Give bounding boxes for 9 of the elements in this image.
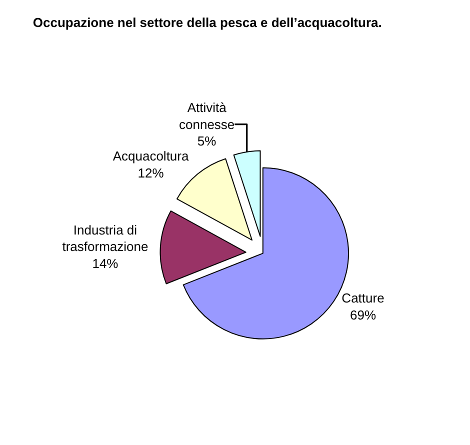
data-label: 5%	[197, 134, 217, 149]
data-label: 14%	[92, 256, 119, 272]
slice-label: Attività connesse	[179, 100, 235, 132]
slice-label: Acquacoltura	[112, 148, 190, 164]
slice-label: Catture	[342, 290, 384, 306]
data-label: 12%	[138, 166, 164, 181]
data-label: 69%	[350, 307, 376, 322]
chart-title: Occupazione nel settore della pesca e dell’acquacoltura.	[32, 14, 382, 30]
slice-label: Industria di trasformazione	[62, 222, 148, 254]
